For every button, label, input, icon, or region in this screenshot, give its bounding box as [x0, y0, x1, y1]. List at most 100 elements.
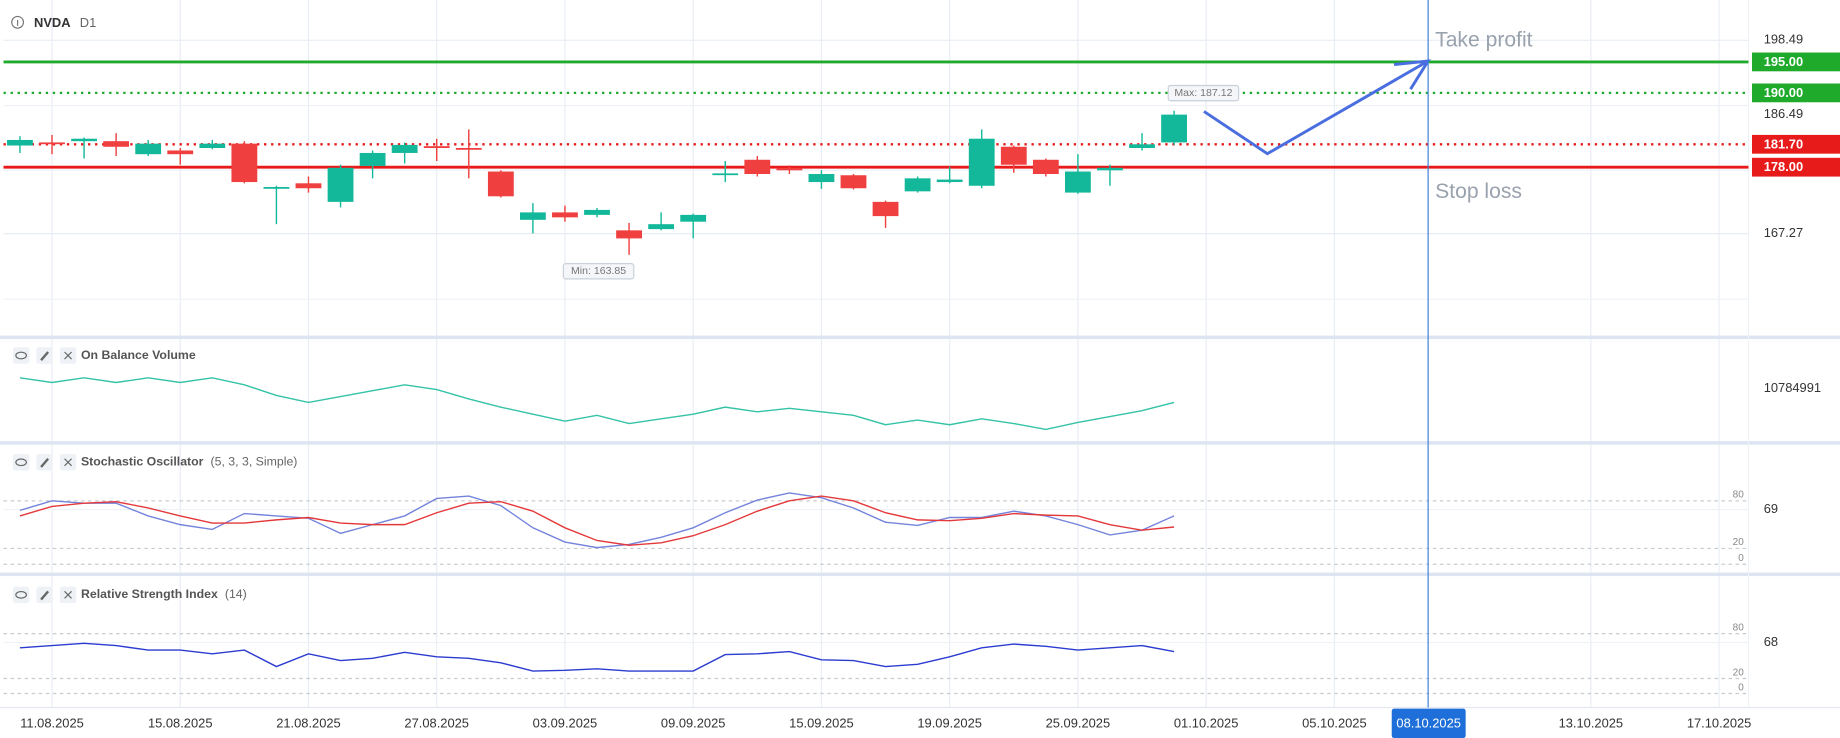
panel-title: Stochastic Oscillator [81, 455, 204, 469]
candle-body [103, 141, 130, 147]
y-tick-label: 80 [1733, 622, 1745, 633]
panel-headers: On Balance Volume Stochastic Oscillator (5… [12, 347, 298, 604]
candle-body [327, 167, 354, 202]
panel-icon[interactable] [12, 586, 30, 604]
candle-body [519, 212, 546, 220]
candle-body [744, 159, 771, 175]
crosshair-date: 08.10.2025 [1396, 715, 1461, 730]
x-tick-label: 11.08.2025 [20, 715, 84, 730]
y-tick-label: 0 [1738, 682, 1744, 693]
candle-body [71, 138, 97, 142]
candle-body [295, 183, 322, 189]
candle-body [1064, 171, 1091, 193]
candle-body [904, 178, 931, 192]
candle-body [968, 138, 995, 186]
candle-body [423, 146, 450, 148]
candle-body [1161, 114, 1187, 143]
indicator-line [19, 492, 1175, 549]
candle-body [199, 143, 226, 148]
candle-body [1097, 167, 1123, 171]
separator [0, 572, 1840, 577]
close-icon [64, 351, 72, 360]
candle-body [936, 179, 963, 183]
candle-body [1000, 146, 1027, 165]
candle-body [872, 201, 899, 217]
level-label-box [1751, 134, 1840, 154]
eye-icon [15, 351, 27, 360]
panel-title: On Balance Volume [81, 348, 196, 362]
extreme-label: Min: 163.85 [571, 265, 626, 277]
candle-body [7, 139, 33, 146]
candle-body [39, 142, 65, 145]
current-value-label: 68 [1764, 634, 1778, 649]
candle-body [552, 212, 578, 218]
x-tick-label: 19.09.2025 [917, 715, 982, 730]
y-tick-label: 10784991 [1764, 380, 1821, 395]
symbol: NVDA [34, 15, 71, 30]
level-label-box [1751, 157, 1840, 177]
candle-body [680, 214, 707, 222]
candle-body [487, 171, 514, 197]
candle-body [808, 174, 835, 183]
level-label: 190.00 [1764, 85, 1803, 100]
candle-body [359, 152, 386, 166]
x-tick-label: 03.09.2025 [533, 715, 598, 730]
candle-body [776, 167, 803, 171]
marks: 11.08.2025 15.08.2025 21.08.2025 27.08.2025… [3, 29, 1840, 730]
y-tick-label: 20 [1733, 667, 1745, 678]
x-tick-label: 25.09.2025 [1046, 715, 1111, 730]
panel-icon[interactable] [12, 454, 30, 471]
level-label: 181.70 [1764, 136, 1803, 151]
level-label: 178.00 [1764, 159, 1803, 174]
y-tick-label: 0 [1738, 553, 1744, 564]
x-tick-label: 27.08.2025 [404, 715, 469, 730]
timeframe: D1 [80, 15, 96, 30]
candle-body [1129, 144, 1155, 148]
close-icon [64, 590, 72, 599]
candle-body [135, 143, 162, 155]
y-tick-label: 80 [1733, 490, 1745, 501]
take-profit-label: Take profit [1435, 29, 1533, 52]
extreme-label: Max: 187.12 [1174, 87, 1232, 99]
x-tick-label: 15.08.2025 [148, 715, 213, 730]
candle-body [648, 224, 675, 230]
candle-body [1032, 159, 1059, 175]
x-tick-label: 15.09.2025 [789, 715, 854, 730]
stop-loss-label: Stop loss [1435, 180, 1522, 203]
candle-body [584, 209, 610, 215]
indicator-line [19, 495, 1175, 546]
candle-body [616, 230, 642, 239]
candle-body [231, 143, 258, 183]
panel-params: (14) [225, 587, 247, 601]
candle-body [263, 187, 290, 189]
y-tick-label: 20 [1733, 537, 1745, 548]
current-value-label: 69 [1764, 501, 1778, 516]
y-tick-label: 167.27 [1764, 225, 1803, 240]
x-tick-label: 01.10.2025 [1174, 715, 1239, 730]
eye-icon [15, 458, 27, 467]
x-tick-label: 13.10.2025 [1559, 715, 1624, 730]
extreme-label-box [562, 263, 635, 280]
candle-body [712, 173, 739, 176]
wrench-icon [40, 457, 50, 468]
candle-body [391, 144, 418, 153]
level-label-box [1751, 52, 1840, 72]
indicator-line [19, 377, 1175, 431]
candle-body [167, 150, 194, 155]
extreme-label-box [1167, 84, 1240, 102]
x-tick-label: 17.10.2025 [1687, 715, 1752, 730]
separator [0, 335, 1840, 340]
drawn-path [1203, 59, 1429, 156]
panel-icon[interactable] [12, 347, 30, 364]
wrench-icon [40, 351, 50, 361]
close-icon [64, 458, 72, 467]
info-icon[interactable] [11, 15, 25, 29]
last-price-label: 186.49 [1764, 106, 1803, 121]
level-label-box [1751, 83, 1840, 103]
x-tick-label: 09.09.2025 [661, 715, 726, 730]
panel-params: (5, 3, 3, Simple) [211, 455, 298, 469]
candle-body [840, 175, 867, 189]
